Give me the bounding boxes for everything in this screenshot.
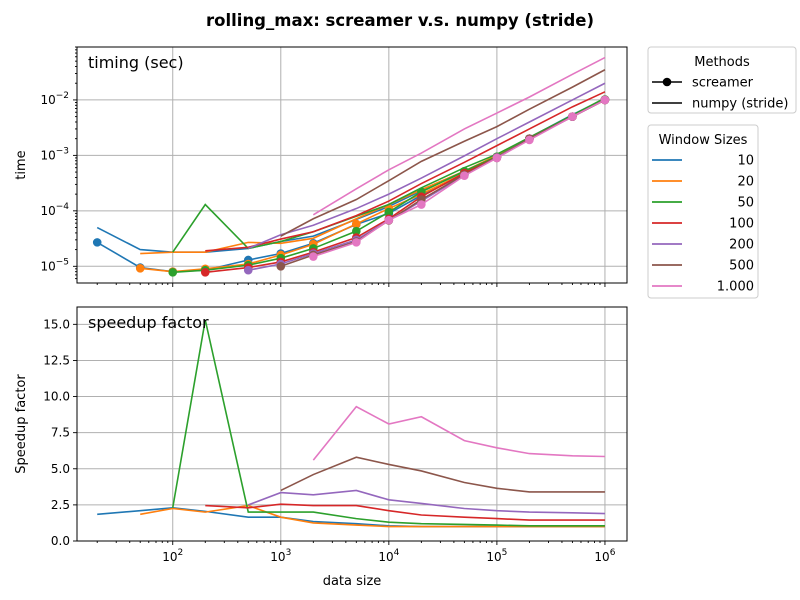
x-tick-label: 106 — [594, 548, 615, 564]
y-tick-label: 10.0 — [43, 390, 70, 404]
y-tick-base: 10 — [40, 204, 55, 218]
methods-legend-box — [647, 46, 797, 114]
x-tick-base: 10 — [486, 550, 501, 564]
window-sizes-legend-label: 20 — [737, 175, 754, 190]
series-100-screamer-point — [200, 267, 210, 277]
panel-label: speedup factor — [88, 313, 209, 332]
series-500-screamer-point — [276, 262, 286, 271]
methods-legend-marker — [662, 77, 672, 87]
x-tick-base: 10 — [594, 550, 609, 564]
window-sizes-legend-label: 1.000 — [717, 280, 754, 295]
y-tick-exponent: −4 — [56, 202, 70, 212]
series-500-line — [280, 456, 605, 493]
series-20-screamer-point — [352, 219, 361, 229]
y-axis-label: time — [14, 150, 29, 179]
series-1000-screamer-point — [525, 135, 534, 145]
series-50-line — [171, 319, 605, 527]
methods-legend-label: numpy (stride) — [692, 97, 788, 112]
window-sizes-legend-label: 50 — [737, 196, 754, 211]
series-1000-numpy-line — [312, 56, 606, 216]
x-tick-label: 102 — [162, 548, 183, 564]
series-1000-line — [312, 405, 605, 461]
series-200-screamer-point — [243, 265, 253, 275]
series-1000-screamer-point — [384, 215, 394, 225]
x-tick-exponent: 4 — [394, 548, 400, 558]
y-tick-label: 15.0 — [43, 317, 70, 331]
x-axis-label: data size — [323, 574, 382, 589]
x-tick-label: 103 — [270, 548, 291, 564]
window-sizes-legend-title: Window Sizes — [659, 133, 748, 148]
panel-label: timing (sec) — [88, 53, 184, 72]
y-tick-label: 10−5 — [40, 257, 69, 273]
x-tick-exponent: 5 — [502, 548, 508, 558]
series-20-screamer-point — [135, 264, 145, 273]
x-tick-base: 10 — [378, 550, 393, 564]
plot-frame — [76, 46, 628, 284]
x-tick-label: 104 — [378, 548, 399, 564]
y-tick-base: 10 — [40, 148, 55, 162]
x-tick-exponent: 6 — [610, 548, 616, 558]
y-tick-label: 7.5 — [51, 426, 70, 440]
y-tick-label: 10−2 — [40, 91, 69, 107]
y-tick-label: 5.0 — [51, 462, 70, 476]
window-sizes-legend-box — [647, 124, 759, 299]
series-500-numpy-line — [280, 69, 606, 237]
series-1000-screamer-point — [460, 171, 469, 181]
series-200-line — [247, 489, 605, 515]
x-tick-exponent: 3 — [286, 548, 292, 558]
y-tick-exponent: −5 — [56, 257, 69, 267]
series-1000-screamer-point — [492, 153, 502, 163]
x-tick-label: 105 — [486, 548, 507, 564]
y-tick-base: 10 — [40, 93, 55, 107]
y-tick-label: 12.5 — [43, 353, 70, 367]
series-100-numpy-line — [205, 91, 606, 252]
series-100-line — [205, 503, 605, 521]
y-tick-exponent: −2 — [56, 91, 69, 101]
series-1000-screamer-point — [568, 112, 577, 121]
series-50-screamer-point — [168, 267, 178, 277]
methods-legend: Methods screamer numpy (stride) — [647, 46, 797, 114]
series-20-line — [140, 504, 605, 528]
y-tick-exponent: −3 — [56, 146, 69, 156]
y-tick-base: 10 — [40, 259, 55, 273]
series-1000-screamer-point — [600, 95, 610, 105]
series-group — [92, 56, 610, 277]
series-1000-screamer-point — [309, 252, 318, 261]
y-tick-label: 10−4 — [40, 202, 69, 218]
series-10-screamer-point — [92, 238, 102, 247]
window-sizes-legend-label: 500 — [729, 259, 754, 274]
series-50-screamer-point — [384, 207, 394, 217]
y-tick-label: 0.0 — [51, 534, 70, 548]
series-50-screamer-point — [352, 226, 361, 236]
series-200-numpy-line — [247, 82, 606, 250]
methods-legend-title: Methods — [694, 55, 750, 70]
methods-legend-label: screamer — [692, 76, 754, 91]
window-sizes-legend: Window Sizes 10 20 50 100 200 500 1.000 — [647, 124, 759, 299]
window-sizes-legend-label: 200 — [729, 238, 754, 253]
plot-frame — [76, 306, 628, 542]
window-sizes-legend-label: 10 — [737, 154, 754, 169]
series-group — [97, 319, 605, 528]
x-tick-base: 10 — [162, 550, 177, 564]
series-1000-screamer-point — [417, 200, 426, 209]
window-sizes-legend-label: 100 — [729, 217, 754, 232]
y-tick-label: 2.5 — [51, 498, 70, 512]
y-tick-label: 10−3 — [40, 146, 69, 162]
x-tick-base: 10 — [270, 550, 285, 564]
x-tick-exponent: 2 — [178, 548, 184, 558]
y-axis-label: Speedup factor — [14, 374, 29, 474]
series-1000-screamer-point — [352, 238, 361, 247]
figure-title: rolling_max: screamer v.s. numpy (stride… — [206, 11, 594, 30]
series-10-screamer-line — [96, 99, 606, 273]
